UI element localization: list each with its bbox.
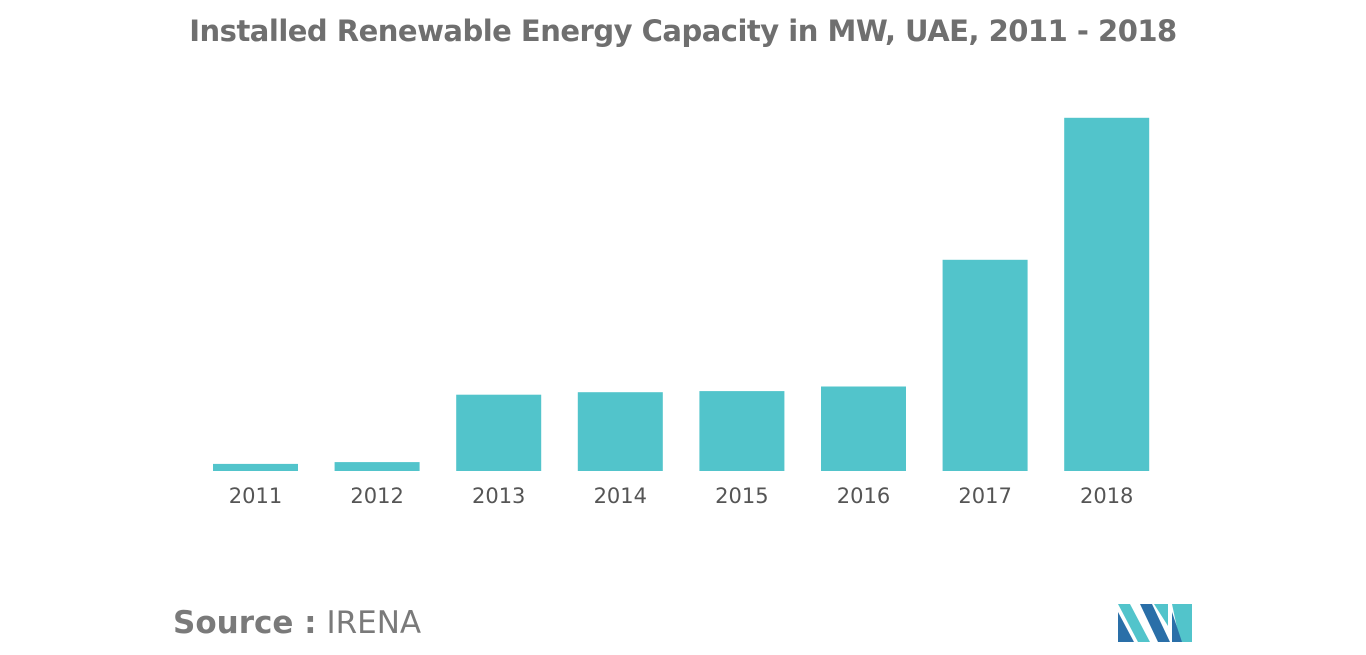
- chart-title: Installed Renewable Energy Capacity in M…: [189, 14, 1177, 48]
- source-note: Source : IRENA: [173, 605, 421, 641]
- bar-2017: [942, 259, 1028, 471]
- mordor-intelligence-logo-icon: [1118, 604, 1192, 642]
- bar-2011: [213, 463, 298, 471]
- x-tick-label-2014: 2014: [594, 484, 647, 508]
- x-tick-label-2016: 2016: [837, 484, 890, 508]
- bar-chart: 2011 2012 2013 2014 2015 2016 2017 2018: [213, 117, 1150, 508]
- bar-2013: [456, 394, 542, 471]
- x-tick-label-2017: 2017: [958, 484, 1011, 508]
- bar-2016: [821, 386, 906, 471]
- x-tick-label-2018: 2018: [1080, 484, 1133, 508]
- source-label: Source :: [173, 605, 317, 641]
- bar-2015: [699, 391, 785, 471]
- x-tick-label-2013: 2013: [472, 484, 525, 508]
- x-tick-label-2011: 2011: [229, 484, 282, 508]
- source-value: IRENA: [326, 605, 422, 641]
- x-tick-label-2012: 2012: [350, 484, 403, 508]
- bar-2014: [577, 392, 663, 471]
- x-tick-label-2015: 2015: [715, 484, 768, 508]
- bar-2012: [334, 462, 420, 471]
- x-tick-labels-group: 2011 2012 2013 2014 2015 2016 2017 2018: [229, 484, 1134, 508]
- bar-2018: [1064, 117, 1150, 472]
- bars-group: [213, 117, 1150, 472]
